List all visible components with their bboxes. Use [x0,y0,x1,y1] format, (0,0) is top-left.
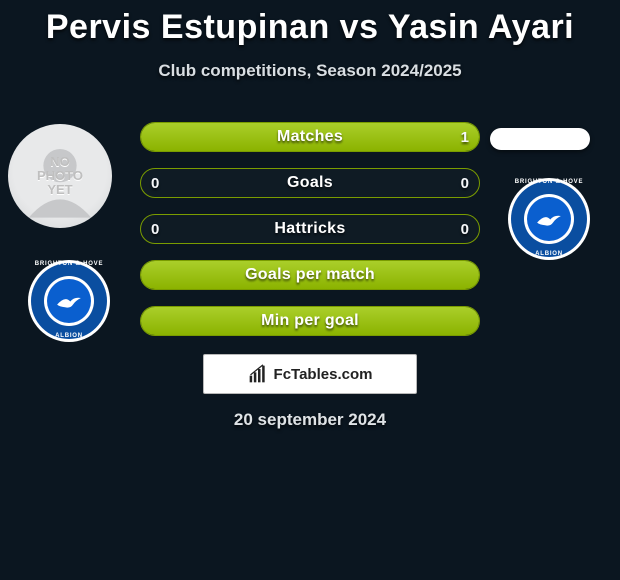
stat-bar-min-per-goal: Min per goal [140,306,480,336]
club-ring-text-bottom: ALBION [28,333,110,339]
player1-club-badge: BRIGHTON & HOVE ALBION [28,260,110,342]
stat-label: Hattricks [141,215,479,243]
player2-club-badge: BRIGHTON & HOVE ALBION [508,178,590,260]
stat-label: Goals per match [141,261,479,289]
stat-label: Matches [141,123,479,151]
attribution-text: FcTables.com [274,366,373,383]
seagull-icon [536,211,562,229]
stat-value-right: 0 [461,169,469,197]
date-label: 20 september 2024 [0,410,620,430]
player2-avatar-placeholder [490,128,590,150]
stat-bar-matches: Matches 1 [140,122,480,152]
club-ring-text-top: BRIGHTON & HOVE [508,179,590,185]
club-ring-text-bottom: ALBION [508,251,590,257]
fctables-logo-icon [248,364,268,384]
subtitle: Club competitions, Season 2024/2025 [0,61,620,81]
player1-avatar-no-photo: NOPHOTOYET [8,124,112,228]
stat-bar-hattricks: 0 Hattricks 0 [140,214,480,244]
stats-bars: Matches 1 0 Goals 0 0 Hattricks 0 Goals … [140,122,480,352]
attribution-link[interactable]: FcTables.com [203,354,417,394]
seagull-icon [56,293,82,311]
stat-value-right: 0 [461,215,469,243]
stat-label: Min per goal [141,307,479,335]
page-title: Pervis Estupinan vs Yasin Ayari [0,0,620,47]
stat-value-right: 1 [461,123,469,151]
stat-bar-goals-per-match: Goals per match [140,260,480,290]
club-ring-text-top: BRIGHTON & HOVE [28,261,110,267]
stat-label: Goals [141,169,479,197]
stat-bar-goals: 0 Goals 0 [140,168,480,198]
